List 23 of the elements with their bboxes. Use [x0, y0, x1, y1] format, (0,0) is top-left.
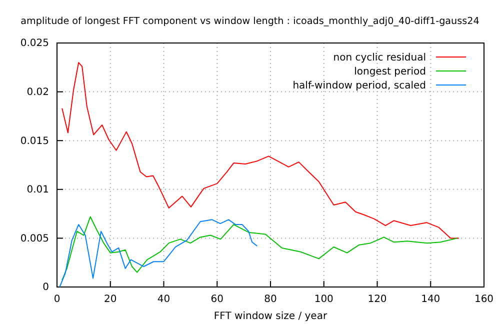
line-series: [59, 219, 258, 288]
line-series: [62, 216, 458, 281]
y-tick-label: 0.025: [20, 38, 49, 50]
y-tick-label: 0.01: [26, 184, 49, 196]
x-tick-label: 140: [421, 294, 440, 306]
x-tick-label: 120: [368, 294, 387, 306]
y-tick-label: 0.02: [26, 87, 49, 98]
x-tick-label: 100: [314, 294, 334, 306]
x-tick-label: 40: [157, 294, 170, 306]
line-series: [62, 62, 460, 239]
legend-label: half-window period, scaled: [292, 80, 426, 92]
y-tick-label: 0.005: [20, 233, 49, 244]
legend-label: non cyclic residual: [333, 52, 426, 64]
x-axis-title: FFT window size / year: [214, 311, 328, 322]
x-tick-label: 0: [54, 294, 60, 306]
chart-title: amplitude of longest FFT component vs window length : icoads_monthly_adj0_40-diff1-gauss24: [20, 16, 480, 27]
x-tick-label: 80: [264, 294, 277, 306]
y-tick-label: 0.015: [20, 136, 49, 147]
x-tick-label: 160: [474, 294, 494, 306]
x-tick-label: 60: [210, 294, 224, 306]
x-tick-label: 20: [104, 294, 117, 306]
legend-label: longest period: [354, 66, 426, 78]
y-tick-label: 0: [42, 282, 49, 294]
